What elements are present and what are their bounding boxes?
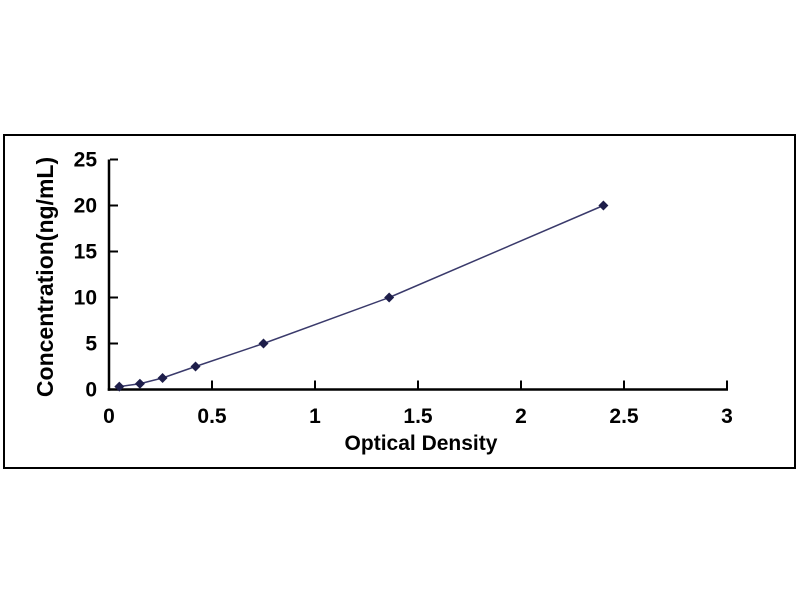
data-point-marker	[190, 361, 201, 372]
data-point-marker	[384, 292, 395, 303]
x-tick-label: 2.5	[609, 405, 639, 428]
y-tick-label: 10	[74, 287, 97, 310]
data-point-marker	[134, 378, 145, 389]
x-tick-label: 1	[309, 405, 321, 428]
y-tick-label: 0	[85, 379, 97, 402]
y-tick-label: 15	[74, 241, 98, 264]
x-tick-label: 1.5	[403, 405, 433, 428]
x-axis-title: Optical Density	[345, 432, 498, 455]
x-tick-label: 0.5	[197, 405, 227, 428]
plot-area: 0 0.5 1 1.5 2 2.5 3 0 5 10 15 20 25	[74, 149, 733, 429]
x-tick-label: 2	[515, 405, 527, 428]
data-point-marker	[157, 373, 168, 383]
data-point-marker	[598, 200, 609, 211]
data-point-marker	[258, 338, 269, 349]
x-tick-label: 3	[721, 405, 733, 428]
x-tick-label: 0	[103, 405, 115, 428]
y-tick-label: 20	[74, 195, 97, 218]
data-point-marker	[114, 381, 125, 392]
chart-frame	[3, 134, 796, 469]
y-tick-label: 5	[85, 333, 97, 356]
y-tick-label: 25	[74, 149, 98, 172]
y-axis-title: Concentration(ng/mL)	[32, 157, 58, 397]
